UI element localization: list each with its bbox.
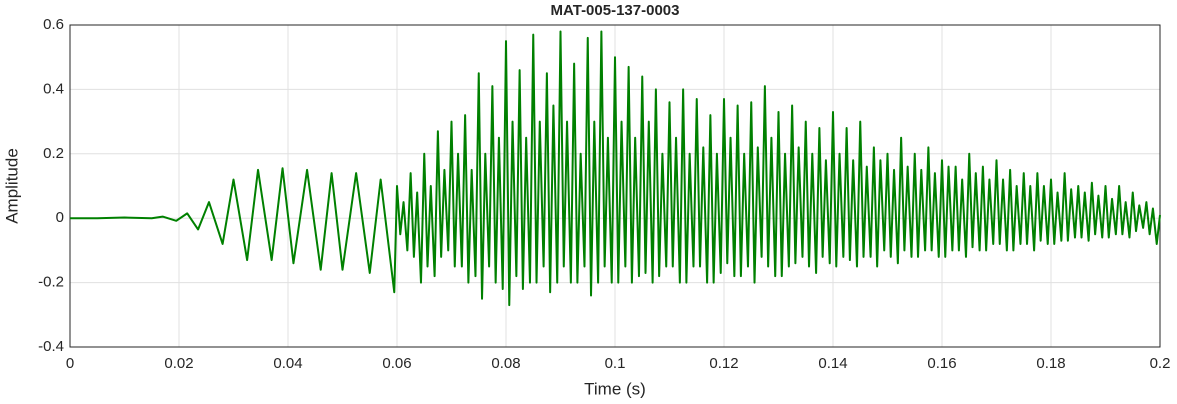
x-tick-label: 0.02 xyxy=(164,355,193,372)
y-tick-label: 0.4 xyxy=(43,80,64,97)
x-axis-label: Time (s) xyxy=(584,379,646,398)
x-tick-label: 0.08 xyxy=(491,355,520,372)
x-tick-label: 0.2 xyxy=(1150,355,1171,372)
y-tick-label: -0.2 xyxy=(38,274,64,291)
x-tick-label: 0.14 xyxy=(818,355,847,372)
y-tick-label: 0.2 xyxy=(43,145,64,162)
y-tick-label: -0.4 xyxy=(38,338,64,355)
x-tick-label: 0 xyxy=(66,355,74,372)
signal-line xyxy=(70,30,1161,307)
chart-title: MAT-005-137-0003 xyxy=(551,2,680,19)
x-tick-label: 0.18 xyxy=(1036,355,1065,372)
plot-frame xyxy=(69,24,1161,348)
x-tick-label: 0.16 xyxy=(927,355,956,372)
y-tick-label: 0 xyxy=(56,209,64,226)
y-axis-label: Amplitude xyxy=(2,148,21,224)
x-tick-label: 0.1 xyxy=(605,355,626,372)
x-tick-label: 0.12 xyxy=(709,355,738,372)
x-tick-label: 0.06 xyxy=(382,355,411,372)
y-tick-label: 0.6 xyxy=(43,16,64,33)
x-tick-label: 0.04 xyxy=(273,355,302,372)
